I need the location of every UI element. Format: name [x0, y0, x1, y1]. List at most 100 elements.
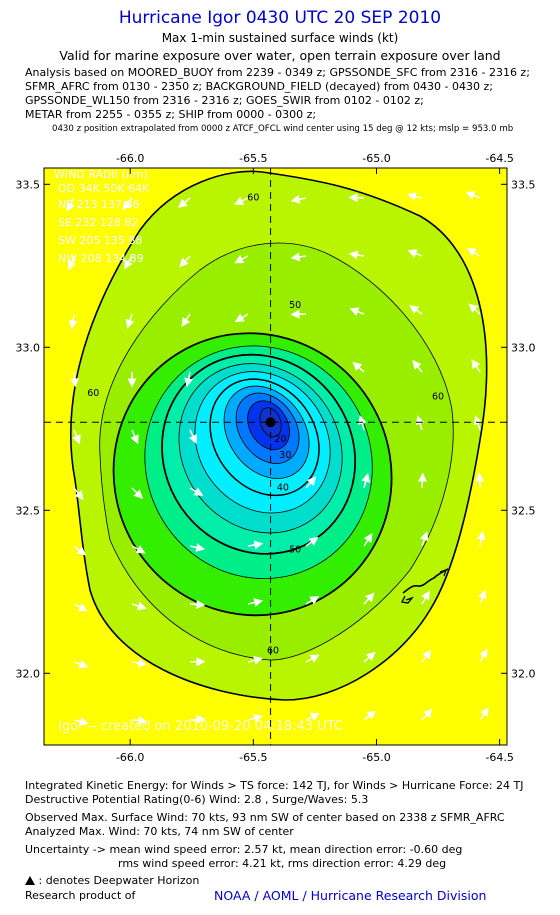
wind-arrow: [66, 197, 75, 212]
research-label: Research product of: [25, 889, 136, 902]
wind-arrow: [247, 540, 264, 550]
contour-label: 60: [267, 646, 279, 657]
wind-arrow: [181, 313, 191, 327]
wind-arrow: [189, 714, 206, 724]
ike-line: Integrated Kinetic Energy: for Winds > T…: [25, 779, 524, 792]
wind-vectors: [66, 191, 489, 726]
wind-arrow: [305, 476, 317, 489]
wind-radii-title: WIND RADII (nm): [54, 168, 148, 181]
wind-arrow: [73, 717, 90, 726]
wind-arrow: [473, 415, 483, 431]
contour-label: 60: [87, 388, 99, 399]
x-tick-label-bottom: -66.0: [116, 751, 144, 764]
wind-arrow: [184, 371, 194, 388]
x-tick-label-top: -65.0: [362, 152, 390, 165]
deepwater-label: : denotes Deepwater Horizon: [38, 874, 200, 887]
analysis-line-4: METAR from 2255 - 0355 z; SHIP from 0000…: [25, 108, 317, 121]
analysis-line-2: SFMR_AFRC from 0130 - 2350 z; BACKGROUND…: [25, 80, 493, 93]
wind-arrow: [73, 545, 87, 556]
analysis-line-3: GPSSONDE_WL150 from 2316 - 2316 z; GOES_…: [25, 94, 424, 107]
wind-arrow: [131, 658, 148, 668]
wind-arrow: [234, 196, 249, 205]
uncertainty-line-2: rms wind speed error: 4.21 kt, rms direc…: [118, 857, 447, 870]
contour-label: 20: [274, 434, 286, 445]
wind-arrow: [67, 255, 76, 271]
wind-arrow: [234, 255, 249, 264]
wind-arrow: [479, 648, 488, 663]
y-tick-label-left: 33.5: [16, 178, 41, 191]
wind-arrow: [247, 656, 263, 665]
wind-arrow: [73, 659, 89, 669]
wind-radii-row-sw: SW 205 135 88: [58, 234, 142, 247]
x-tick-label-top: -65.5: [239, 152, 267, 165]
uncertainty-line-1: Uncertainty -> mean wind speed error: 2.…: [25, 843, 463, 856]
axes: -66.0 -66.0 -65.5 -65.5 -65.0 -65.0 -64.5 -64.5…: [16, 152, 536, 764]
wind-arrow: [421, 590, 430, 605]
wind-arrow: [130, 429, 139, 445]
wind-arrow: [363, 651, 376, 663]
wind-arrow: [305, 713, 320, 722]
wind-radii-table: WIND RADII (nm) QD 34K 50K 64K NE 213 13…: [54, 168, 150, 265]
contour-label: 60: [247, 193, 259, 204]
wind-arrow: [417, 472, 427, 489]
wind-arrow: [234, 313, 249, 323]
deepwater-icon: [25, 876, 35, 885]
wind-arrow: [348, 193, 365, 203]
wind-radii-row-nw: NW 208 134 89: [58, 252, 144, 265]
contour-label: 60: [432, 391, 444, 402]
contour-label: 50: [289, 545, 301, 556]
wind-arrow: [478, 589, 487, 605]
wind-arrow: [189, 487, 204, 496]
wind-arrow: [72, 429, 81, 445]
y-tick-label-right: 33.0: [511, 341, 536, 354]
wind-arrow: [247, 713, 263, 723]
chart-title: Hurricane Igor 0430 UTC 20 SEP 2010: [118, 8, 442, 28]
wind-arrow: [409, 305, 423, 315]
wind-radii-header: QD 34K 50K 64K: [58, 182, 150, 195]
wind-arrow: [421, 708, 433, 721]
contour-fills: 60 50 60 60 40 30 20 50 60: [69, 170, 488, 701]
bermuda-island: [401, 568, 449, 604]
wind-arrow: [305, 536, 319, 547]
wind-arrow: [179, 255, 191, 268]
wind-arrow: [406, 192, 423, 201]
wind-arrow: [412, 359, 423, 373]
x-tick-label-top: -66.0: [116, 152, 144, 165]
wind-arrow: [348, 250, 365, 260]
y-tick-label-left: 32.0: [16, 667, 41, 680]
wind-arrow: [475, 472, 485, 489]
wind-field-chart: 60 50 60 60 40 30 20 50 60 Igor -- created on 20…: [16, 152, 536, 764]
wind-arrow: [479, 707, 489, 721]
y-tick-label-right: 32.5: [511, 504, 536, 517]
wind-arrow: [122, 197, 133, 211]
wind-arrow: [419, 531, 429, 547]
wind-arrow: [178, 197, 191, 208]
wind-arrow: [70, 371, 80, 388]
y-tick-label-right: 33.5: [511, 178, 536, 191]
destructive-line: Destructive Potential Rating(0-6) Wind: …: [25, 793, 369, 806]
wind-arrow: [421, 649, 432, 663]
contour-label: 30: [279, 450, 291, 461]
wind-arrow: [468, 303, 481, 315]
center-crosshair: [44, 168, 507, 745]
wind-arrow: [131, 487, 144, 499]
wind-arrow: [465, 191, 481, 200]
analyzed-line: Analyzed Max. Wind: 70 kts, 74 nm SW of …: [25, 825, 294, 838]
y-tick-label-left: 33.0: [16, 341, 41, 354]
wind-arrow: [131, 716, 148, 726]
wind-arrow: [476, 530, 486, 547]
wind-arrow: [407, 249, 423, 258]
wind-arrow: [73, 602, 88, 612]
position-note: 0430 z position extrapolated from 0000 z…: [52, 124, 514, 134]
wind-arrow: [415, 415, 425, 431]
observed-line: Observed Max. Surface Wind: 70 kts, 93 n…: [25, 811, 505, 824]
wind-arrow: [349, 307, 365, 316]
chart-subtitle: Max 1-min sustained surface winds (kt): [161, 31, 399, 45]
wind-radii-row-se: SE 232 128 82: [58, 216, 138, 229]
wind-arrow: [290, 252, 307, 262]
wind-arrow: [305, 595, 320, 605]
contour-label: 40: [277, 483, 289, 494]
wind-arrow: [357, 415, 367, 431]
wind-arrow: [471, 359, 481, 373]
wind-arrow: [188, 429, 197, 444]
